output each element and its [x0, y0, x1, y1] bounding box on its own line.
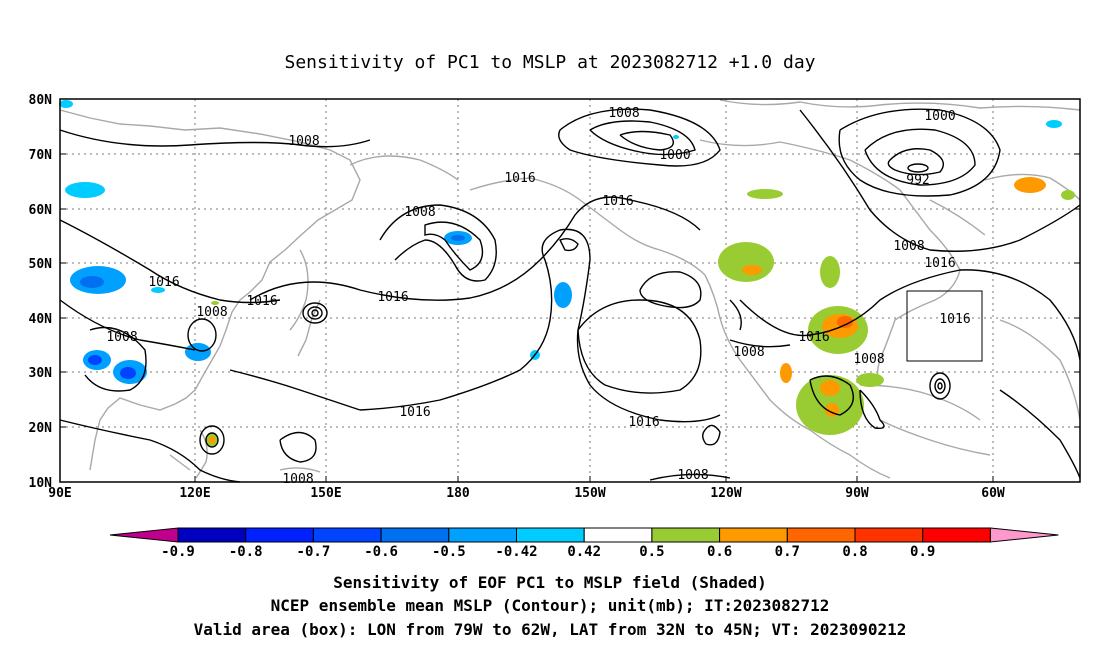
colorbar-swatch [312, 527, 382, 543]
contour-label: 1008 [288, 134, 319, 149]
contour-label: 1008 [196, 305, 227, 320]
contour-labels: 1008 1008 1000 1000 992 1016 1016 1008 1… [106, 106, 970, 487]
colorbar-swatch [786, 527, 856, 543]
colorbar-label: 0.6 [707, 544, 732, 560]
colorbar-swatch [245, 527, 314, 543]
lon-tick-label: 180 [446, 486, 470, 501]
contour-label: 1000 [924, 109, 955, 124]
caption-line-2: NCEP ensemble mean MSLP (Contour); unit(… [271, 596, 830, 615]
colorbar-label: -0.8 [229, 544, 263, 560]
contour-label: 1008 [677, 468, 708, 483]
contour-label: 1008 [106, 330, 137, 345]
colorbar-label: -0.7 [297, 544, 331, 560]
colorbar-swatch [854, 527, 924, 543]
lat-tick-label: 50N [29, 257, 53, 272]
colorbar-high-end [989, 527, 1059, 543]
colorbar-low-end [109, 527, 179, 543]
colorbar-swatch [380, 527, 450, 543]
longitude-labels: 90E 120E 150E 180 150W 120W 90W 60W [48, 486, 1005, 501]
lat-tick-label: 60N [29, 203, 53, 218]
contour-label: 1016 [377, 290, 408, 305]
contour-label: 1016 [399, 405, 430, 420]
contour-label: 1016 [939, 312, 970, 327]
colorbar-swatch [448, 527, 517, 543]
colorbar-label: 0.7 [775, 544, 800, 560]
caption-line-1: Sensitivity of EOF PC1 to MSLP field (Sh… [333, 573, 766, 592]
lon-tick-label: 120E [179, 486, 210, 501]
caption-line-3: Valid area (box): LON from 79W to 62W, L… [194, 620, 907, 639]
colorbar-label: 0.9 [910, 544, 935, 560]
lat-tick-label: 80N [29, 93, 53, 108]
contour-label: 1008 [282, 472, 313, 487]
contour-label: 1016 [628, 415, 659, 430]
contour-label: 1008 [733, 345, 764, 360]
colorbar [109, 527, 1059, 543]
frame-ticks [60, 153, 1080, 482]
contour-label: 1016 [798, 330, 829, 345]
figure-title: Sensitivity of PC1 to MSLP at 2023082712… [284, 52, 815, 73]
contour-label: 1016 [924, 256, 955, 271]
colorbar-swatch [177, 527, 247, 543]
colorbar-label: -0.6 [364, 544, 398, 560]
colorbar-swatch [583, 527, 653, 543]
lat-tick-label: 20N [29, 421, 53, 436]
lat-tick-label: 30N [29, 366, 53, 381]
map-panel: 1008 1008 1000 1000 992 1016 1016 1008 1… [59, 98, 1081, 487]
colorbar-label: -0.42 [495, 544, 537, 560]
colorbar-swatch [516, 527, 585, 543]
colorbar-labels: -0.9 -0.8 -0.7 -0.6 -0.5 -0.42 0.42 0.5 0.6 0.7 0.… [161, 544, 935, 560]
map-frame [59, 98, 1081, 483]
colorbar-label: 0.8 [842, 544, 867, 560]
lat-tick-label: 40N [29, 312, 53, 327]
contour-label: 1000 [659, 148, 690, 163]
latitude-labels: 80N 70N 60N 50N 40N 30N 20N 10N [29, 93, 53, 491]
colorbar-label: -0.5 [432, 544, 466, 560]
colorbar-swatch [922, 527, 991, 543]
mslp-contours [59, 108, 1081, 483]
lon-tick-label: 90W [845, 486, 869, 501]
colorbar-label: 0.42 [567, 544, 601, 560]
colorbar-label: 0.5 [639, 544, 664, 560]
contour-label: 1016 [602, 194, 633, 209]
lon-tick-label: 90E [48, 486, 71, 501]
contour-label: 992 [906, 173, 929, 188]
valid-area-box [906, 290, 983, 362]
lat-tick-label: 70N [29, 148, 53, 163]
contour-label: 1008 [893, 239, 924, 254]
lon-tick-label: 150E [310, 486, 341, 501]
contour-label: 1008 [608, 106, 639, 121]
negative-sensitivity-shading [59, 100, 1062, 384]
lat-tick-label: 10N [29, 476, 53, 491]
colorbar-swatch [719, 527, 788, 543]
colorbar-label: -0.9 [161, 544, 195, 560]
contour-label: 1008 [853, 352, 884, 367]
contour-label: 1016 [246, 294, 277, 309]
lon-tick-label: 150W [574, 486, 605, 501]
lon-tick-label: 60W [981, 486, 1005, 501]
lon-tick-label: 120W [710, 486, 741, 501]
contour-label: 1016 [504, 171, 535, 186]
contour-label: 1016 [148, 275, 179, 290]
colorbar-swatch [651, 527, 721, 543]
contour-label: 1008 [404, 205, 435, 220]
coastlines [59, 99, 1081, 479]
